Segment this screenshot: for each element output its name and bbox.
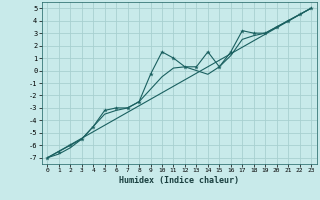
X-axis label: Humidex (Indice chaleur): Humidex (Indice chaleur)	[119, 176, 239, 185]
